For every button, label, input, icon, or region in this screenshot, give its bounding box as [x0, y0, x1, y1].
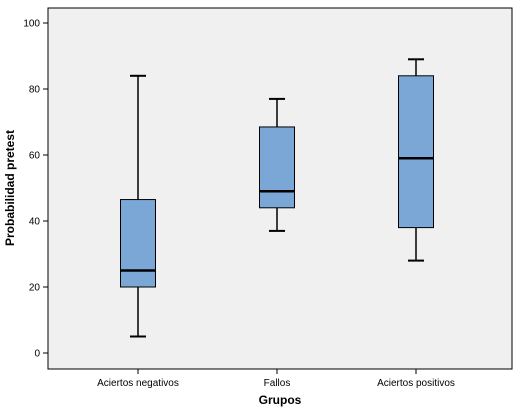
iqr-box	[120, 199, 156, 288]
x-axis-title: Grupos	[259, 393, 302, 407]
y-tick-label: 100	[23, 19, 40, 30]
x-axis: Aciertos negativos Fallos Aciertos positiv…	[97, 369, 455, 389]
x-tick-label: Aciertos negativos	[97, 378, 179, 389]
box-2	[259, 97, 295, 232]
boxes	[120, 58, 434, 338]
y-tick-label: 0	[34, 349, 40, 360]
iqr-box	[259, 126, 295, 209]
y-tick-label: 60	[29, 151, 41, 162]
y-axis-title: Probabilidad pretest	[3, 130, 17, 246]
x-tick-label: Aciertos positivos	[377, 378, 455, 389]
box-3	[398, 58, 434, 262]
box-1	[120, 74, 156, 338]
y-tick-label: 20	[29, 283, 41, 294]
y-tick-label: 40	[29, 217, 41, 228]
iqr-box	[398, 75, 434, 229]
y-tick-label: 80	[29, 85, 41, 96]
x-tick-label: Fallos	[264, 378, 291, 389]
y-axis: 0 20 40 60 80 100	[23, 19, 48, 360]
